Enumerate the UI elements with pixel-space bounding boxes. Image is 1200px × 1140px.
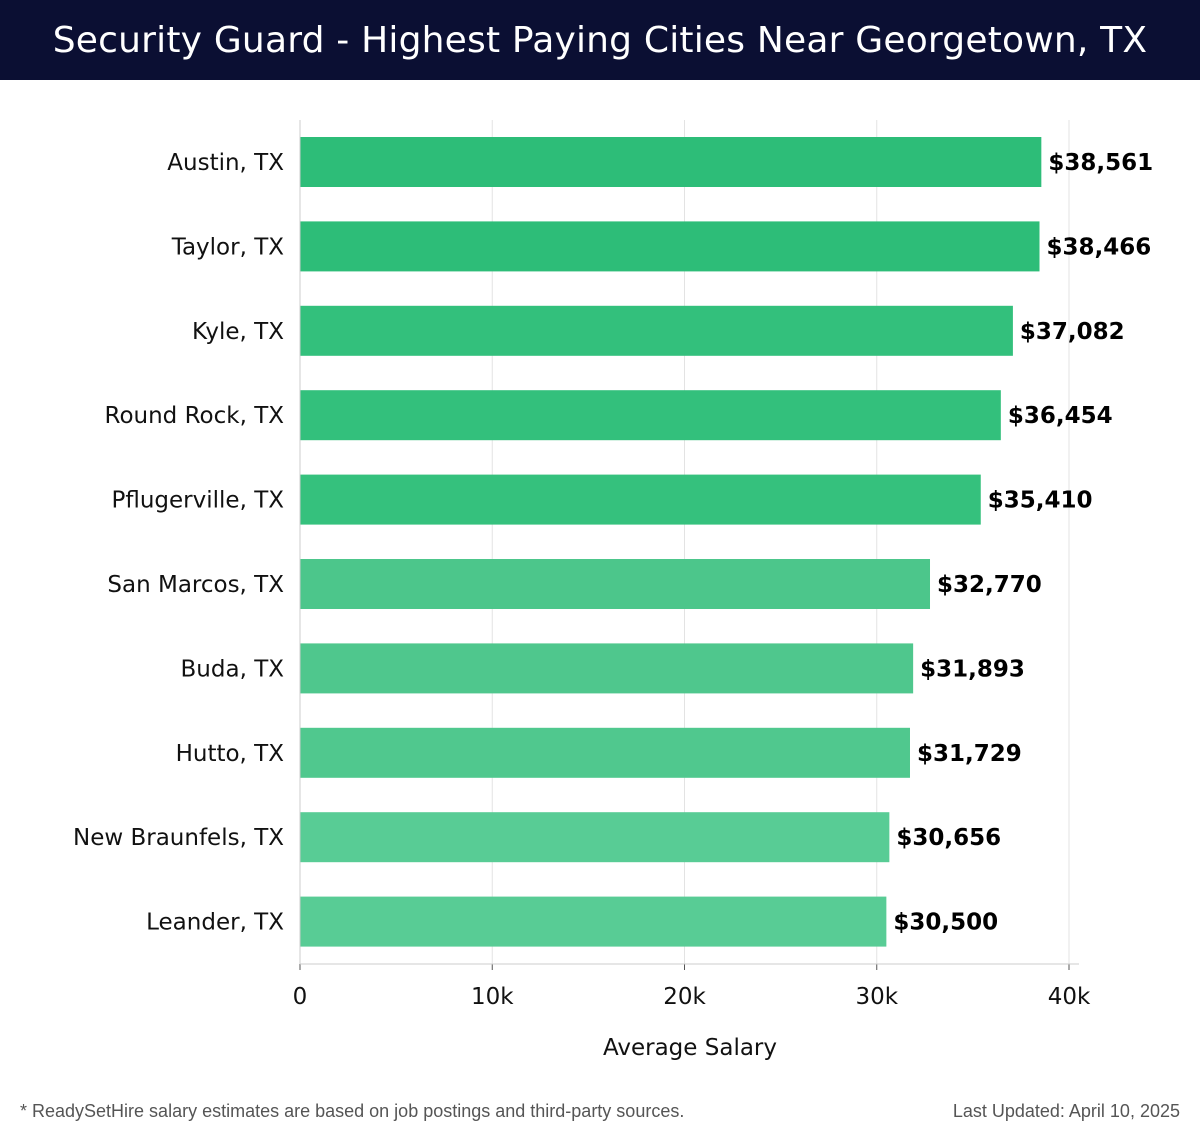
last-updated: Last Updated: April 10, 2025 — [952, 1101, 1180, 1121]
value-label: $37,082 — [1020, 319, 1125, 345]
category-label: Austin, TX — [167, 150, 284, 176]
bar-leander-tx — [300, 896, 887, 947]
x-tick-label: 10k — [471, 984, 514, 1010]
bar-san-marcos-tx — [300, 559, 931, 609]
bars — [300, 137, 1042, 947]
value-label: $31,893 — [920, 656, 1025, 682]
bar-buda-tx — [300, 643, 914, 694]
value-label: $30,656 — [896, 825, 1001, 851]
category-label: Round Rock, TX — [105, 403, 285, 429]
salary-bar-chart: 0 10k 20k 30k 40k Austin, TX $38,561 Taylor, T… — [73, 120, 1153, 1061]
category-label: Taylor, TX — [171, 234, 285, 260]
title-bar: Security Guard - Highest Paying Cities N… — [0, 0, 1200, 80]
x-tick-label: 40k — [1048, 984, 1091, 1010]
bar-round-rock-tx — [300, 390, 1001, 441]
x-tick-label: 20k — [663, 984, 706, 1010]
bar-kyle-tx — [300, 305, 1013, 356]
category-label: Pflugerville, TX — [112, 488, 285, 514]
bar-austin-tx — [300, 137, 1042, 187]
x-axis-title: Average Salary — [603, 1035, 777, 1061]
value-label: $38,561 — [1048, 150, 1153, 176]
x-tick-label: 30k — [855, 984, 898, 1010]
value-label: $31,729 — [917, 741, 1022, 767]
x-tick-label: 0 — [293, 984, 308, 1010]
category-label: Hutto, TX — [176, 741, 285, 767]
bar-pflugerville-tx — [300, 474, 981, 525]
x-axis: 0 10k 20k 30k 40k — [293, 120, 1091, 1010]
value-label: $30,500 — [893, 910, 998, 936]
labels: Austin, TX $38,561 Taylor, TX $38,466 Kyle, … — [73, 150, 1153, 936]
value-label: $38,466 — [1047, 234, 1152, 260]
page-title: Security Guard - Highest Paying Cities N… — [52, 19, 1148, 61]
bar-new-braunfels-tx — [300, 812, 890, 863]
footnote: * ReadySetHire salary estimates are base… — [20, 1101, 685, 1121]
bar-hutto-tx — [300, 727, 910, 778]
category-label: Kyle, TX — [192, 319, 284, 345]
bar-taylor-tx — [300, 221, 1040, 272]
category-label: Leander, TX — [146, 910, 284, 936]
value-label: $36,454 — [1008, 403, 1113, 429]
category-label: Buda, TX — [181, 656, 285, 682]
value-label: $35,410 — [988, 488, 1093, 514]
category-label: San Marcos, TX — [107, 572, 284, 598]
value-label: $32,770 — [937, 572, 1042, 598]
category-label: New Braunfels, TX — [73, 825, 284, 851]
